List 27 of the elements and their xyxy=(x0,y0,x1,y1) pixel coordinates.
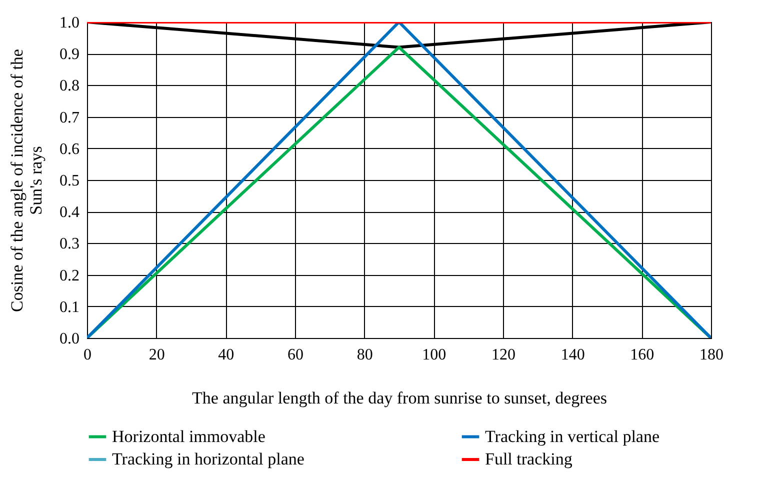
x-tick-label: 40 xyxy=(218,346,234,364)
x-tick-label: 160 xyxy=(630,346,654,364)
y-tick-label: 0.3 xyxy=(60,236,80,253)
y-tick-label: 0.5 xyxy=(60,172,80,190)
y-tick-label: 0.2 xyxy=(60,267,80,284)
x-tick-label: 180 xyxy=(700,346,724,364)
y-tick-label: 0.8 xyxy=(60,78,80,95)
x-tick-label: 80 xyxy=(356,346,373,364)
y-tick-label: 0.0 xyxy=(60,330,80,348)
legend-label: Tracking in horizontal plane xyxy=(112,450,304,468)
y-tick-label: 0.6 xyxy=(60,140,80,158)
x-tick-label: 140 xyxy=(560,346,585,364)
legend-label: Tracking in vertical plane xyxy=(485,426,660,446)
legend-label: Full tracking xyxy=(485,450,573,468)
y-tick-label: 0.9 xyxy=(60,46,80,64)
x-tick-label: 120 xyxy=(492,346,516,364)
x-tick-label: 0 xyxy=(84,346,92,364)
y-tick-label: 0.7 xyxy=(60,109,80,126)
y-tick-label: 0.4 xyxy=(60,204,80,222)
y-tick-label: 1.0 xyxy=(60,14,80,32)
x-axis-title: The angular length of the day from sunrise to sunset, degrees xyxy=(192,388,607,408)
x-tick-label: 60 xyxy=(288,346,304,364)
y-tick-label: 0.1 xyxy=(60,298,80,316)
legend-label: Horizontal immovable xyxy=(112,426,266,446)
x-tick-label: 100 xyxy=(422,346,446,364)
y-axis-title: Cosine of the angle of incidence of the Sun's rays xyxy=(8,49,46,312)
x-tick-label: 20 xyxy=(148,346,165,364)
